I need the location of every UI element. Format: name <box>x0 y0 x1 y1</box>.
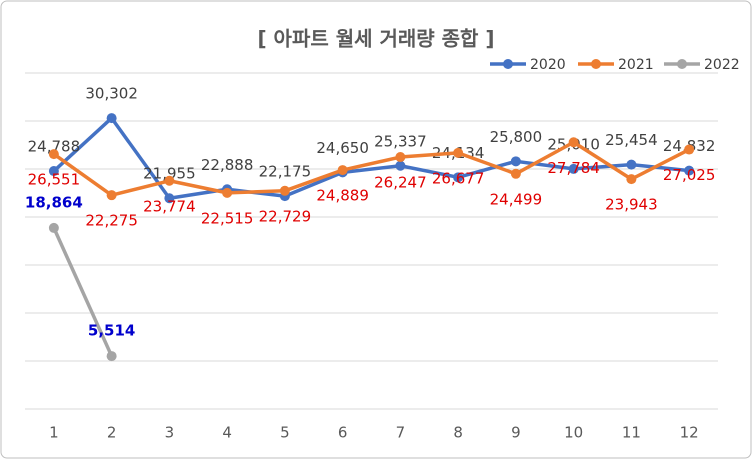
point <box>626 174 637 185</box>
data-label: 22,275 <box>85 212 138 230</box>
data-label: 24,788 <box>28 138 81 156</box>
data-label: 22,175 <box>259 163 312 181</box>
point <box>684 165 695 176</box>
point <box>568 137 579 148</box>
legend-marker <box>591 59 601 69</box>
x-tick-label: 12 <box>680 424 699 442</box>
data-label: 24,650 <box>316 139 369 157</box>
legend-label: 2021 <box>618 57 654 73</box>
x-tick-label: 1 <box>49 424 59 442</box>
data-label: 23,774 <box>143 197 196 215</box>
x-tick-label: 6 <box>338 424 348 442</box>
x-tick-label: 8 <box>453 424 463 442</box>
data-label: 27,025 <box>663 166 716 184</box>
point <box>453 172 464 183</box>
point <box>453 147 464 158</box>
point <box>106 351 117 362</box>
chart-title: [ 아파트 월세 거래량 종합 ] <box>257 27 494 51</box>
data-label: 26,247 <box>374 174 427 192</box>
data-label: 22,888 <box>201 156 254 174</box>
data-label: 23,943 <box>605 196 658 214</box>
data-label: 22,515 <box>201 209 254 227</box>
point <box>48 222 59 233</box>
point <box>164 175 175 186</box>
data-label: 30,302 <box>85 85 138 103</box>
point <box>337 165 348 176</box>
x-tick-label: 2 <box>107 424 117 442</box>
x-tick-label: 4 <box>222 424 232 442</box>
legend-label: 2022 <box>704 57 740 73</box>
data-label: 22,729 <box>259 207 312 225</box>
data-label: 26,551 <box>28 171 81 189</box>
x-tick-label: 9 <box>511 424 521 442</box>
point <box>48 166 59 177</box>
data-label: 27,784 <box>547 159 600 177</box>
x-tick-label: 10 <box>564 424 583 442</box>
series-line <box>52 227 114 357</box>
point <box>164 193 175 204</box>
point <box>279 185 290 196</box>
data-label: 24,499 <box>490 190 543 208</box>
point <box>568 163 579 174</box>
x-tick-label: 7 <box>396 424 406 442</box>
data-label: 25,800 <box>490 128 543 146</box>
x-tick-label: 5 <box>280 424 290 442</box>
point <box>395 152 406 163</box>
data-label: 18,864 <box>25 193 83 211</box>
point <box>222 187 233 198</box>
data-label: 25,454 <box>605 131 658 149</box>
legend-marker <box>677 59 687 69</box>
point <box>106 113 117 124</box>
x-tick-label: 3 <box>165 424 175 442</box>
point <box>684 144 695 155</box>
legend-label: 2020 <box>530 57 566 73</box>
x-tick-label: 11 <box>622 424 641 442</box>
data-label: 5,514 <box>88 322 135 340</box>
point <box>510 168 521 179</box>
point <box>510 156 521 167</box>
point <box>48 149 59 160</box>
series-line <box>52 140 690 197</box>
point <box>106 190 117 201</box>
data-label: 21,955 <box>143 165 196 183</box>
data-label: 26,677 <box>432 169 485 187</box>
data-label: 25,337 <box>374 132 427 150</box>
data-label: 24,889 <box>316 187 369 205</box>
legend-marker <box>503 59 513 69</box>
point <box>626 159 637 170</box>
point <box>395 160 406 171</box>
